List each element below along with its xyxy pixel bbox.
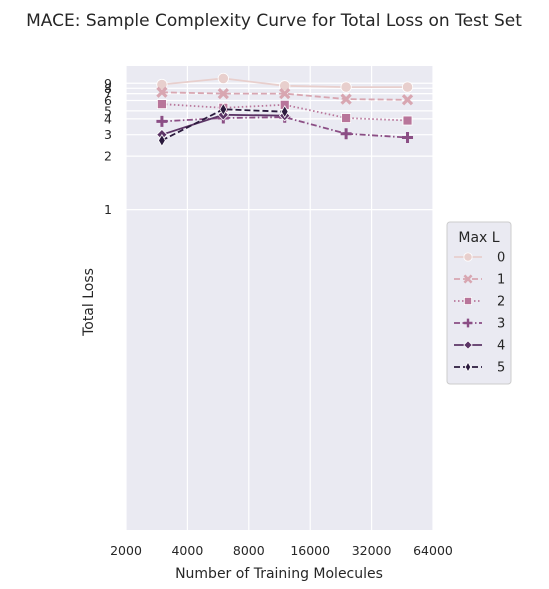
chart-title: MACE: Sample Complexity Curve for Total …	[26, 11, 522, 31]
y-tick-label: 9	[104, 76, 112, 91]
data-point	[342, 114, 351, 123]
x-tick-label: 8000	[233, 543, 265, 558]
data-point	[403, 116, 412, 125]
data-point	[341, 82, 351, 92]
legend-title: Max L	[458, 230, 499, 246]
x-axis-label: Number of Training Molecules	[175, 566, 383, 582]
x-tick-label: 16000	[290, 543, 330, 558]
data-point	[464, 297, 471, 304]
legend-label: 4	[497, 339, 505, 354]
legend-label: 2	[497, 295, 505, 310]
data-point	[157, 100, 166, 109]
data-point	[402, 82, 412, 92]
data-point	[464, 253, 472, 261]
x-axis-ticks: 2000 4000 8000 16000 32000 64000	[110, 543, 453, 558]
x-tick-label: 64000	[413, 543, 453, 558]
legend-label: 5	[497, 361, 505, 376]
y-tick-label: 2	[104, 149, 112, 164]
x-tick-label: 32000	[352, 543, 392, 558]
legend-label: 1	[497, 273, 505, 288]
y-tick-label: 1	[104, 202, 112, 217]
legend-label: 3	[497, 317, 505, 332]
x-tick-label: 4000	[171, 543, 203, 558]
y-axis-label: Total Loss	[81, 268, 97, 337]
x-tick-label: 2000	[110, 543, 142, 558]
legend-label: 0	[497, 251, 505, 266]
legend: Max L 0 1 2 3 4 5	[447, 222, 511, 384]
data-point	[218, 73, 228, 83]
y-tick-label: 3	[104, 127, 112, 142]
